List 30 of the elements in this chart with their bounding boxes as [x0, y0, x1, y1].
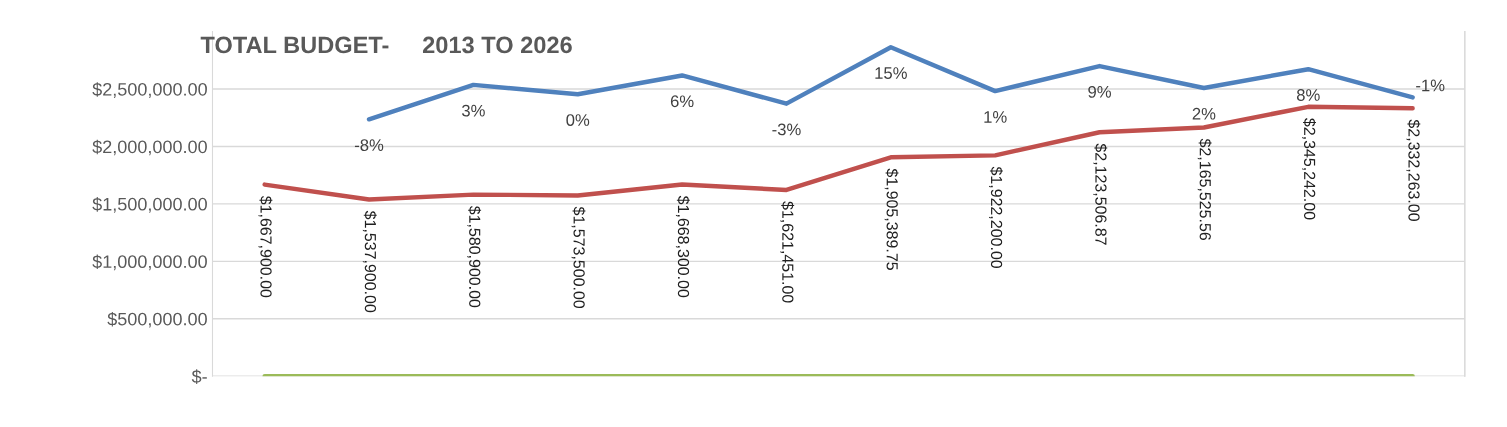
chart-title: TOTAL BUDGET- 2013 TO 2026	[200, 36, 572, 54]
data-label: $2,123,506.87	[1093, 143, 1108, 245]
data-label: $1,621,451.00	[780, 201, 795, 303]
data-label: -3%	[772, 123, 801, 136]
data-label: 1%	[984, 111, 1007, 123]
data-label: $2,345,242.00	[1302, 118, 1316, 220]
data-label: $1,667,900.00	[258, 195, 273, 298]
data-label: $2,165,525.56	[1197, 138, 1212, 240]
y-tick-label: $2,500,000.00	[92, 82, 207, 98]
data-label: -8%	[354, 139, 384, 151]
data-label: $1,668,300.00	[675, 195, 690, 298]
y-tick-label: $-	[191, 369, 207, 384]
data-label: 15%	[875, 67, 907, 79]
data-label: 6%	[670, 95, 694, 108]
data-label: 2%	[1192, 107, 1216, 120]
y-tick-label: $1,500,000.00	[92, 197, 207, 213]
data-label: -1%	[1416, 79, 1445, 92]
data-label: $2,332,263.00	[1406, 119, 1421, 221]
data-label: 3%	[461, 104, 485, 117]
data-label: $1,922,200.00	[989, 166, 1003, 269]
data-label: 0%	[566, 114, 590, 126]
data-label: $1,573,500.00	[571, 206, 586, 309]
y-tick-label: $2,000,000.00	[92, 139, 207, 156]
data-label: 9%	[1088, 85, 1111, 98]
y-tick-label: $1,000,000.00	[92, 254, 207, 271]
data-label: $1,537,900.00	[362, 210, 377, 313]
y-tick-label: $500,000.00	[107, 311, 207, 328]
data-label: 8%	[1296, 89, 1320, 101]
data-label: $1,580,900.00	[467, 205, 482, 308]
data-label: $1,905,389.75	[884, 168, 899, 270]
